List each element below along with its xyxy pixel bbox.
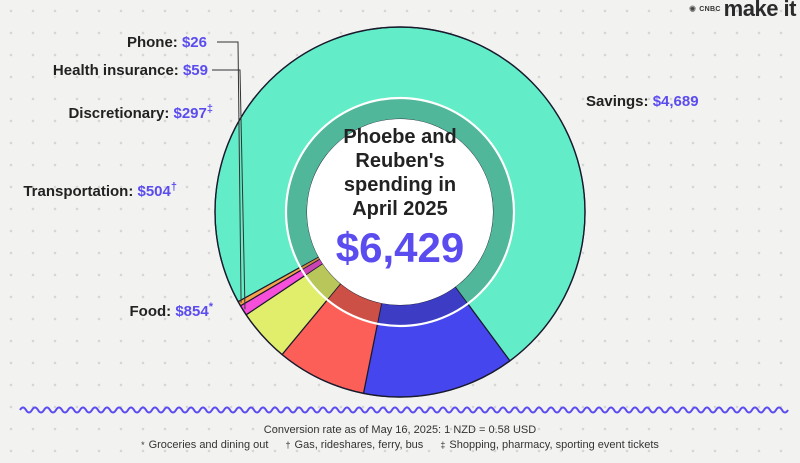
peacock-icon: ✺ (688, 3, 697, 14)
label-savings: Savings: $4,689 (586, 93, 699, 110)
donut-hole (307, 119, 493, 305)
chart-title-line: Reuben's (355, 150, 444, 172)
label-value: $504 (138, 183, 172, 200)
label-name: Phone: (127, 34, 182, 51)
label-health-insurance: Health insurance: $59 (53, 62, 208, 79)
label-name: Health insurance: (53, 62, 183, 79)
label-value: $297 (174, 105, 207, 122)
label-name: Transportation: (23, 183, 137, 200)
chart-title-line: April 2025 (352, 198, 448, 220)
label-food: Food: $854* (130, 301, 214, 320)
wave-divider (19, 406, 789, 414)
conversion-note: Conversion rate as of May 16, 2025: 1 NZ… (263, 424, 537, 436)
donut-center: Phoebe and Reuben's spending in April 2025$… (214, 26, 586, 398)
label-value: $26 (182, 34, 207, 51)
chart-title: Phoebe and Reuben's spending in April 2025 (343, 126, 456, 220)
footnote-text: Groceries and dining out (148, 439, 269, 451)
brand-network: CNBC (699, 5, 721, 13)
leader-lines (212, 41, 246, 310)
label-name: Savings: (586, 93, 653, 110)
total-amount: $6,429 (336, 224, 464, 271)
footnotes: * Groceries and dining out † Gas, rideshar… (0, 439, 800, 451)
brand-name: make it (723, 0, 797, 21)
inner-ring-line (284, 96, 516, 328)
label-transportation: Transportation: $504† (23, 181, 177, 200)
label-value: $59 (183, 62, 208, 79)
label-name: Food: (130, 303, 176, 320)
label-mark: ‡ (207, 103, 213, 115)
leader-phone (217, 41, 242, 303)
donut-outline (214, 26, 586, 398)
label-mark: † (171, 181, 177, 193)
brand-logo: ✺ CNBC make it (688, 0, 797, 22)
label-value: $4,689 (653, 93, 699, 110)
label-phone: Phone: $26 (127, 34, 207, 51)
footnote-text: Gas, rideshares, ferry, bus (294, 439, 424, 451)
label-value: $854 (175, 303, 209, 320)
slice-labels: Savings: $4,689 Food: $854* Transportation… (23, 34, 698, 320)
label-name: Discretionary: (68, 105, 173, 122)
footnote-symbol: † (285, 440, 291, 450)
leader-health-insurance (212, 69, 246, 310)
footnote-text: Shopping, pharmacy, sporting event ticke… (449, 439, 659, 451)
label-mark: * (209, 301, 214, 313)
footnote-symbol: * (141, 440, 145, 450)
footnote-symbol: ‡ (440, 440, 446, 450)
chart-title-line: Phoebe and (343, 126, 456, 148)
label-discretionary: Discretionary: $297‡ (68, 103, 213, 122)
chart-title-line: spending in (344, 174, 456, 196)
